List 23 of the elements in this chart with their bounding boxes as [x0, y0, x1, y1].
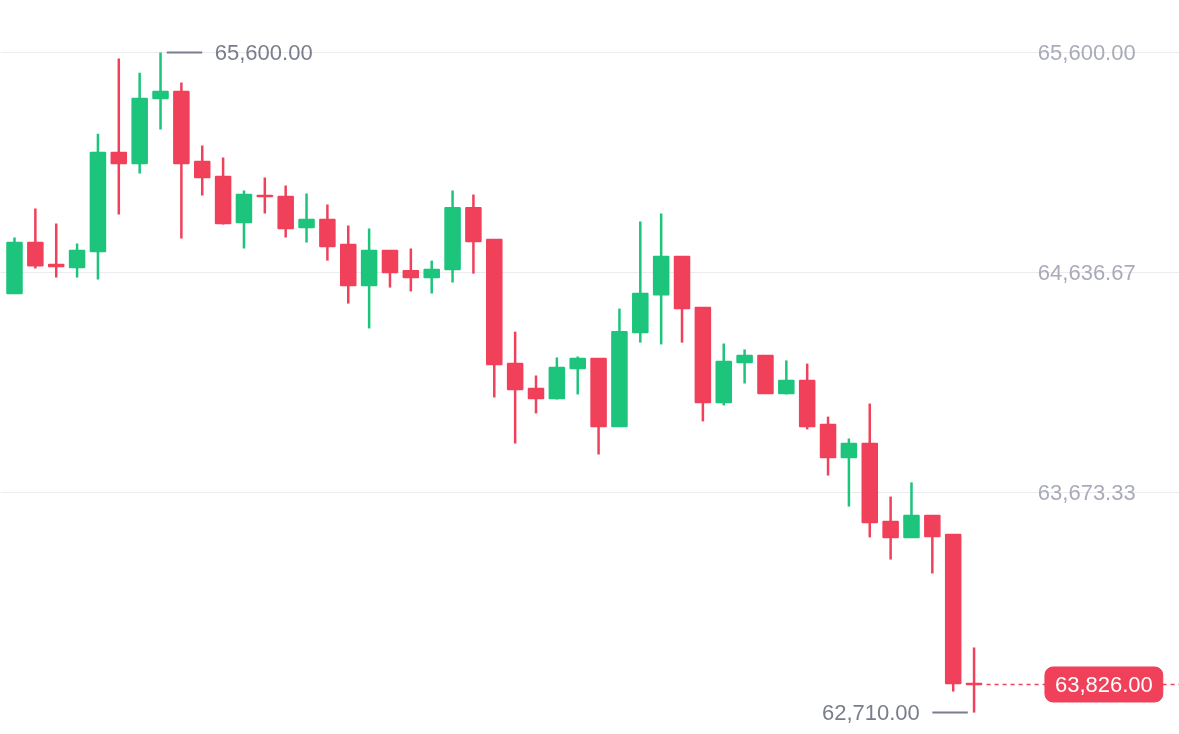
candlestick — [778, 359, 795, 396]
candlestick — [924, 514, 941, 575]
candlestick — [193, 144, 211, 197]
y-tick-label: 65,600.00 — [1037, 40, 1136, 66]
candlestick — [152, 51, 169, 131]
candlestick — [840, 437, 858, 508]
candlestick — [402, 247, 420, 293]
text: 63,826.00 — [1054, 671, 1153, 697]
annotation: 65,600.00 — [214, 40, 313, 66]
candlestick — [527, 374, 545, 415]
y-tick-label: 63,673.33 — [1037, 480, 1136, 506]
candlestick — [381, 249, 399, 289]
candlestick — [423, 259, 440, 295]
candlestick — [736, 348, 753, 385]
candlestick — [569, 355, 586, 396]
annotation: 62,710.00 — [821, 700, 920, 726]
candlestick — [27, 207, 44, 270]
candlestick — [298, 192, 315, 244]
candlestick — [882, 495, 899, 561]
candlestick — [68, 242, 86, 279]
candlestick — [110, 57, 128, 216]
candlestick — [903, 481, 920, 539]
y-tick-label: 64,636.67 — [1037, 260, 1136, 286]
